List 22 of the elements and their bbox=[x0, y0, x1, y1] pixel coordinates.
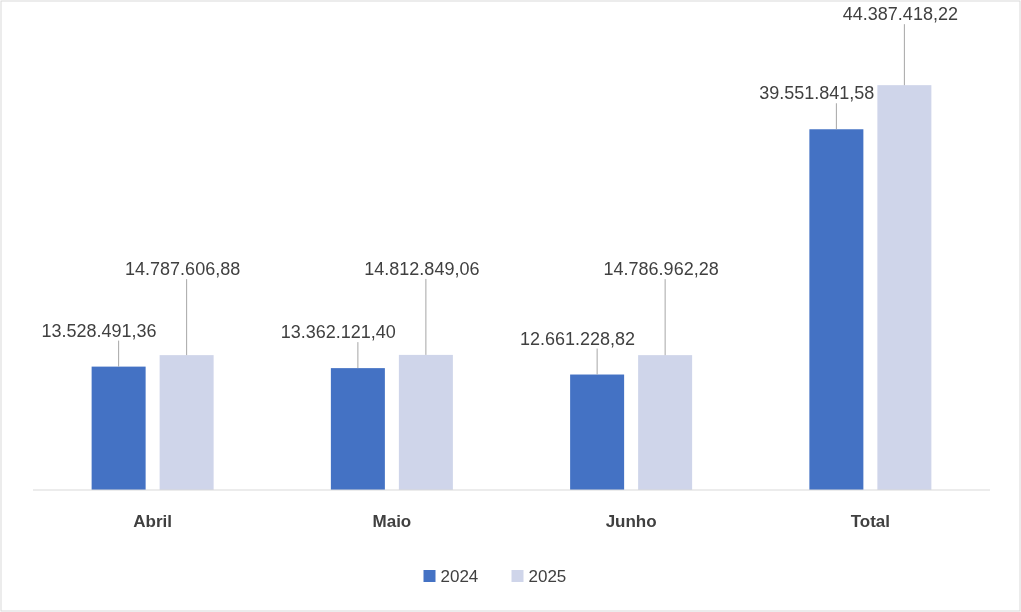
bar bbox=[809, 129, 864, 490]
bar bbox=[877, 85, 932, 490]
bar bbox=[570, 374, 625, 490]
x-tick-label: Abril bbox=[133, 512, 172, 531]
data-label: 39.551.841,58 bbox=[759, 83, 875, 104]
data-label: 14.786.962,28 bbox=[603, 259, 719, 280]
bar bbox=[91, 366, 146, 490]
data-label: 13.362.121,40 bbox=[280, 322, 396, 343]
bar bbox=[638, 355, 693, 490]
data-label: 14.812.849,06 bbox=[364, 258, 480, 279]
legend-label: 2025 bbox=[528, 567, 567, 586]
bar bbox=[159, 355, 214, 490]
x-tick-label: Maio bbox=[372, 512, 412, 531]
data-label: 13.528.491,36 bbox=[41, 320, 157, 341]
data-label: 44.387.418,22 bbox=[842, 4, 958, 25]
legend-label: 2024 bbox=[440, 567, 479, 586]
bar bbox=[330, 368, 385, 490]
x-tick-label: Junho bbox=[605, 512, 657, 531]
x-tick-label: Total bbox=[850, 512, 891, 531]
data-label: 14.787.606,88 bbox=[125, 259, 241, 280]
bar bbox=[398, 354, 453, 490]
data-label: 12.661.228,82 bbox=[520, 328, 636, 349]
